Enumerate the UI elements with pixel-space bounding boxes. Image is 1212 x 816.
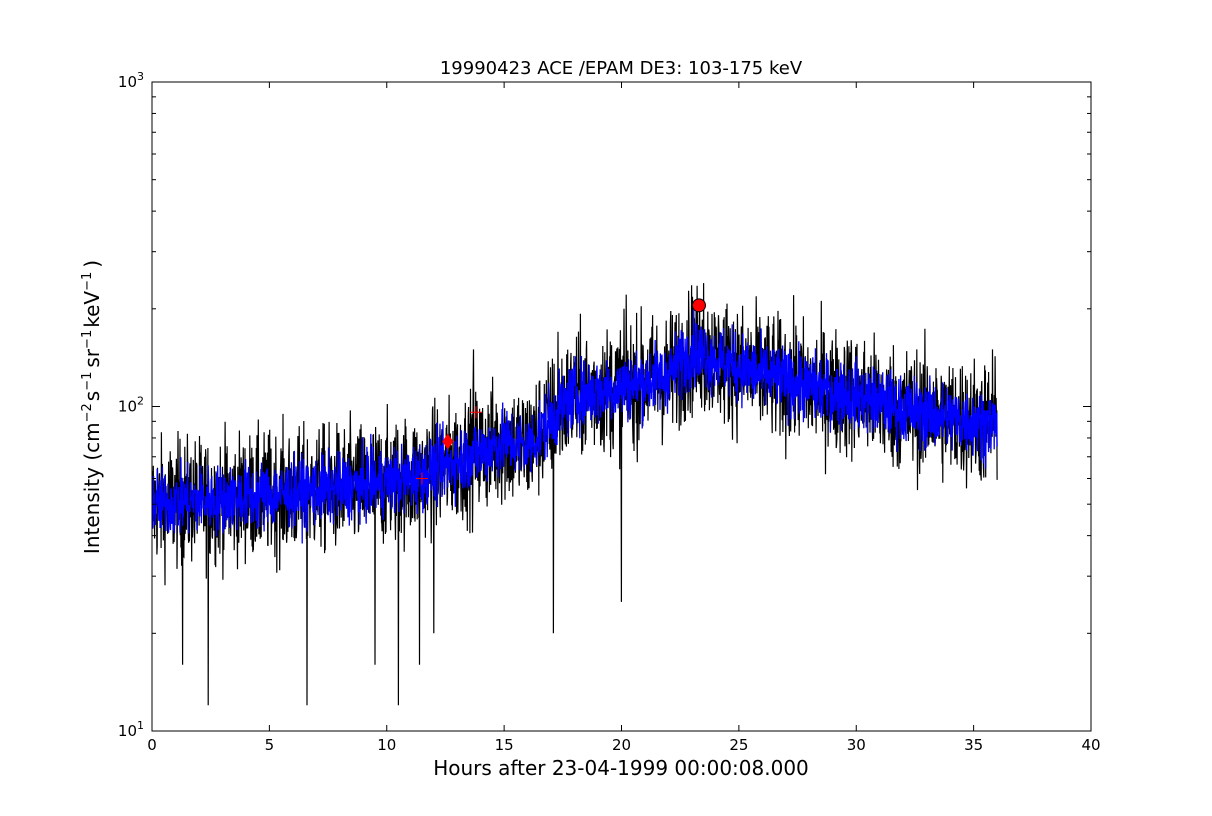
series-line-smoothed [152,309,998,544]
y-axis-label-part: sr [80,348,104,367]
x-tick-label: 0 [147,736,157,754]
plus-marker [415,472,428,485]
y-axis-label-part: −1 [80,372,95,391]
onset-marker [442,433,454,450]
x-axis-label: Hours after 23-04-1999 00:00:08.000 [433,756,809,780]
series-layer [152,283,998,706]
y-axis: 101 102 103 [118,70,1091,740]
y-axis-label: Intensity (cm−2s−1sr−1keV−1) [80,260,104,554]
x-tick-label: 5 [265,736,275,754]
x-tick-label: 35 [964,736,983,754]
peak-marker [691,298,706,313]
x-tick-label: 25 [729,736,748,754]
chart-title: 19990423 ACE /EPAM DE3: 103-175 keV [440,58,803,79]
y-tick-label: 103 [118,70,144,91]
y-axis-label-part: keV [80,291,104,328]
y-axis-label-part: −2 [80,403,95,422]
y-axis-label-part: ) [80,260,104,268]
y-tick-label: 102 [118,395,144,416]
x-tick-label: 10 [377,736,396,754]
x-tick-label: 15 [495,736,514,754]
x-tick-label: 40 [1081,736,1100,754]
y-axis-label-part: −1 [80,272,95,291]
y-axis-label-part: Intensity (cm [80,422,104,554]
marker-layer [415,298,706,485]
y-tick-label: 101 [118,719,144,740]
x-tick-label: 30 [847,736,866,754]
x-tick-label: 20 [612,736,631,754]
x-axis: 0 5 10 15 20 25 30 35 40 [147,82,1101,754]
y-axis-label-part: −1 [80,330,95,349]
y-axis-label-part: s [80,391,104,401]
plus-marker [469,406,482,419]
